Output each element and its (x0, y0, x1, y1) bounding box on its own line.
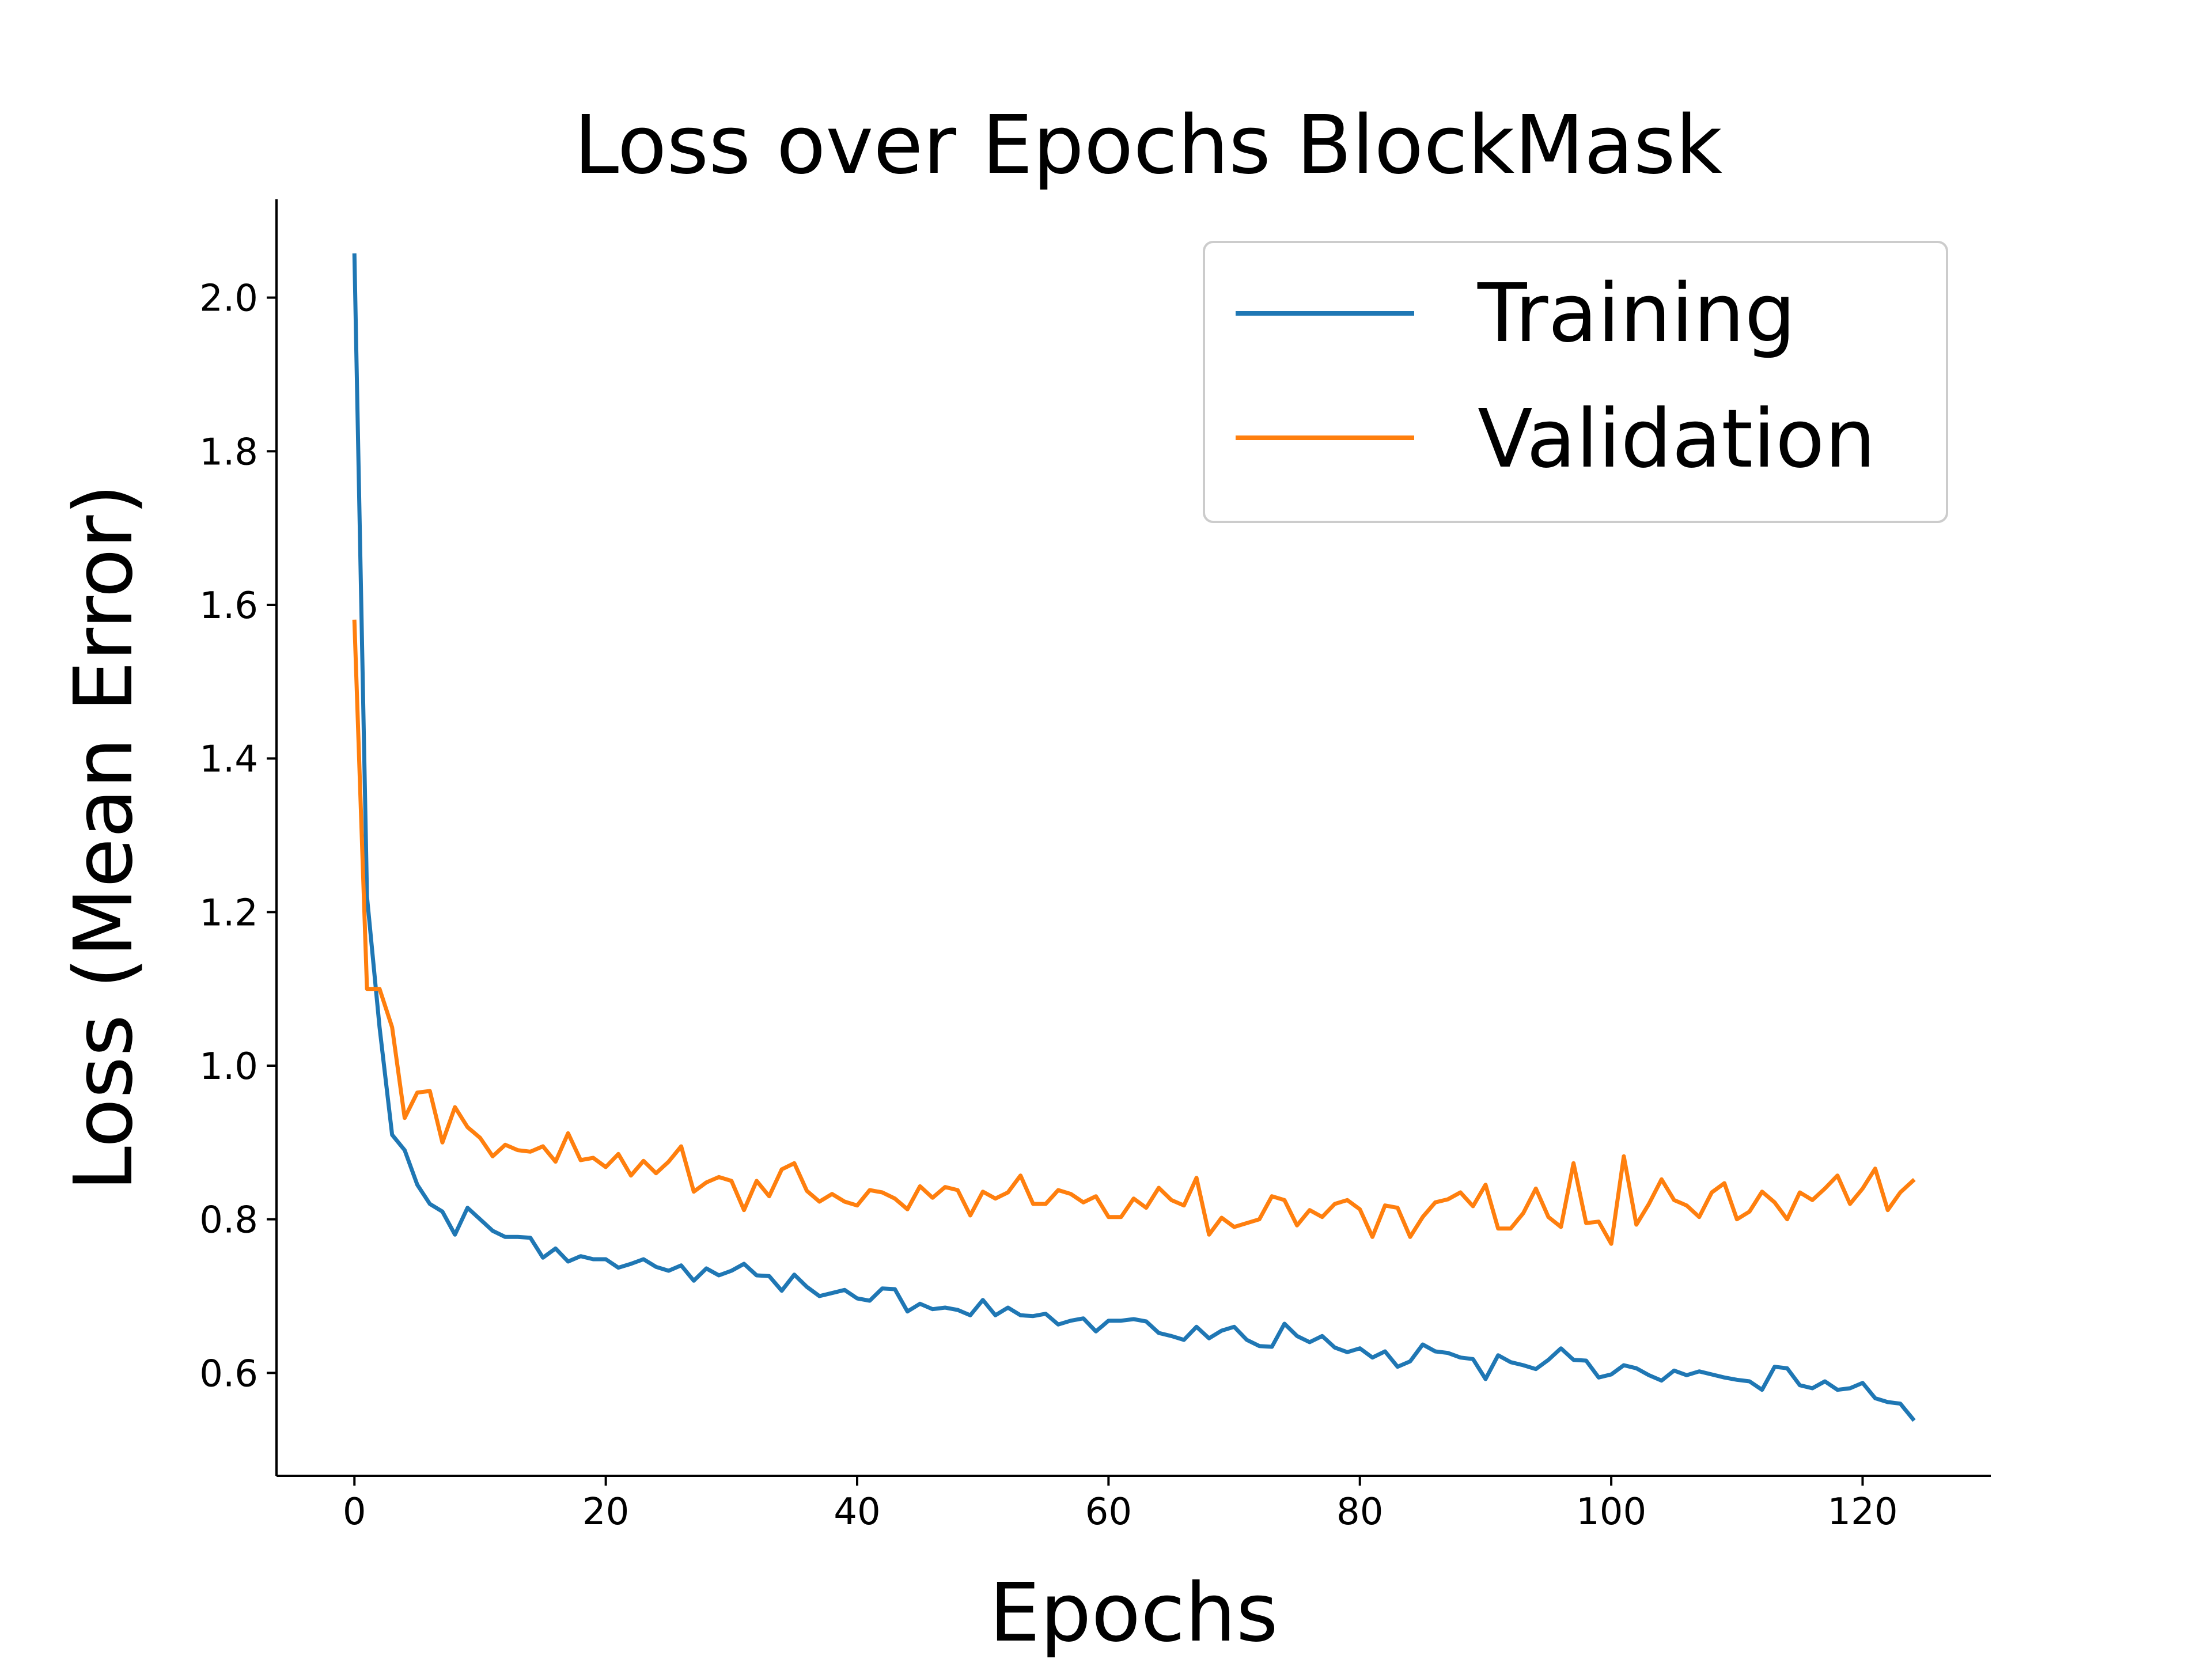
x-axis-label: Epochs (989, 1566, 1278, 1659)
x-tick-label: 60 (1085, 1491, 1132, 1533)
x-tick-label: 0 (343, 1491, 366, 1533)
y-tick-label: 0.6 (199, 1353, 258, 1395)
plot-lines (352, 253, 1916, 1422)
y-axis-label: Loss (Mean Error) (57, 484, 151, 1191)
y-tick-label: 1.6 (199, 585, 258, 627)
x-tick-label: 100 (1576, 1491, 1646, 1533)
y-tick-label: 2.0 (199, 278, 258, 320)
legend-training-label: Training (1477, 267, 1796, 361)
x-tick-label: 120 (1827, 1491, 1897, 1533)
chart-title: Loss over Epochs BlockMask (574, 99, 1722, 192)
validation-loss-line (352, 619, 1916, 1246)
x-tick-label: 40 (834, 1491, 880, 1533)
x-tick-label: 80 (1336, 1491, 1383, 1533)
y-tick-label: 1.8 (199, 431, 258, 474)
y-tick-label: 0.8 (199, 1199, 258, 1242)
y-tick-label: 1.0 (199, 1046, 258, 1088)
training-loss-line (352, 253, 1916, 1422)
legend-validation-label: Validation (1478, 392, 1876, 486)
y-axis-ticks: 0.6 0.8 1.0 1.2 1.4 1.6 1.8 2.0 (199, 278, 276, 1395)
y-tick-label: 1.2 (199, 892, 258, 934)
legend: Training Validation (1203, 241, 1948, 523)
y-tick-label: 1.4 (199, 738, 258, 781)
x-tick-label: 20 (582, 1491, 629, 1533)
x-axis-ticks: 0 20 40 60 80 100 120 (343, 1476, 1898, 1533)
